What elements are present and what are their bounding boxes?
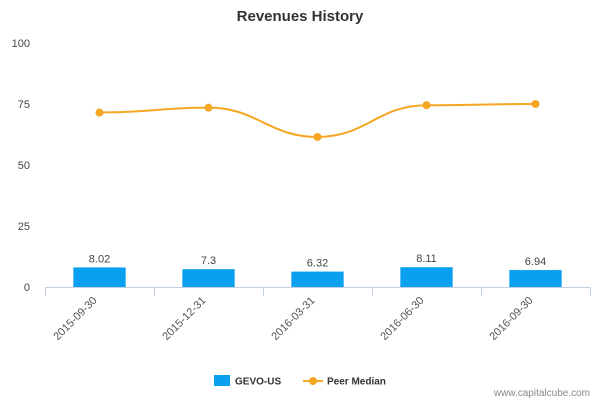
x-tick-label: 2015-09-30 [51, 295, 99, 343]
x-tick-label: 2016-03-31 [269, 295, 317, 343]
legend-swatch-peer-median-marker [309, 377, 317, 385]
chart-title: Revenues History [237, 8, 364, 25]
bar-data-label: 6.94 [525, 256, 546, 268]
peer-median-point [531, 100, 540, 108]
credit-text: www.capitalcube.com [493, 388, 590, 399]
x-tick-label: 2016-09-30 [487, 295, 535, 343]
x-tick-label: 2015-12-31 [160, 295, 208, 343]
x-tick-label: 2016-06-30 [378, 295, 426, 343]
legend-swatch-gevo-us [214, 375, 230, 386]
bar [182, 269, 235, 287]
peer-median-line [99, 103, 536, 138]
bar [291, 271, 344, 287]
bar-data-label: 7.3 [201, 255, 216, 267]
peer-median-point [204, 103, 213, 112]
line-series-peer-median [95, 100, 540, 141]
peer-median-point [95, 108, 104, 117]
y-tick-label: 25 [18, 221, 30, 233]
y-tick-label: 100 [12, 38, 30, 50]
bar [400, 267, 453, 287]
bar-series-gevo-us [73, 267, 562, 287]
bar [73, 267, 126, 287]
peer-median-point [313, 132, 322, 141]
y-tick-label: 75 [18, 99, 30, 111]
chart-axes: 0 25 50 75 100 2015-09-30 2015-12-31 2016-03-31… [12, 38, 591, 343]
bar-data-label: 8.02 [89, 253, 110, 265]
legend-label-peer-median: Peer Median [327, 377, 386, 388]
bar [509, 270, 562, 287]
bar-data-labels: 8.02 7.3 6.32 8.11 6.94 [89, 253, 546, 269]
bar-data-label: 8.11 [416, 253, 437, 265]
peer-median-point [422, 101, 431, 110]
y-tick-label: 50 [18, 160, 30, 172]
bar-data-label: 6.32 [307, 258, 328, 270]
y-tick-label: 0 [24, 282, 30, 294]
legend-label-gevo-us: GEVO-US [235, 377, 281, 388]
chart-legend: GEVO-US Peer Median [214, 375, 386, 388]
